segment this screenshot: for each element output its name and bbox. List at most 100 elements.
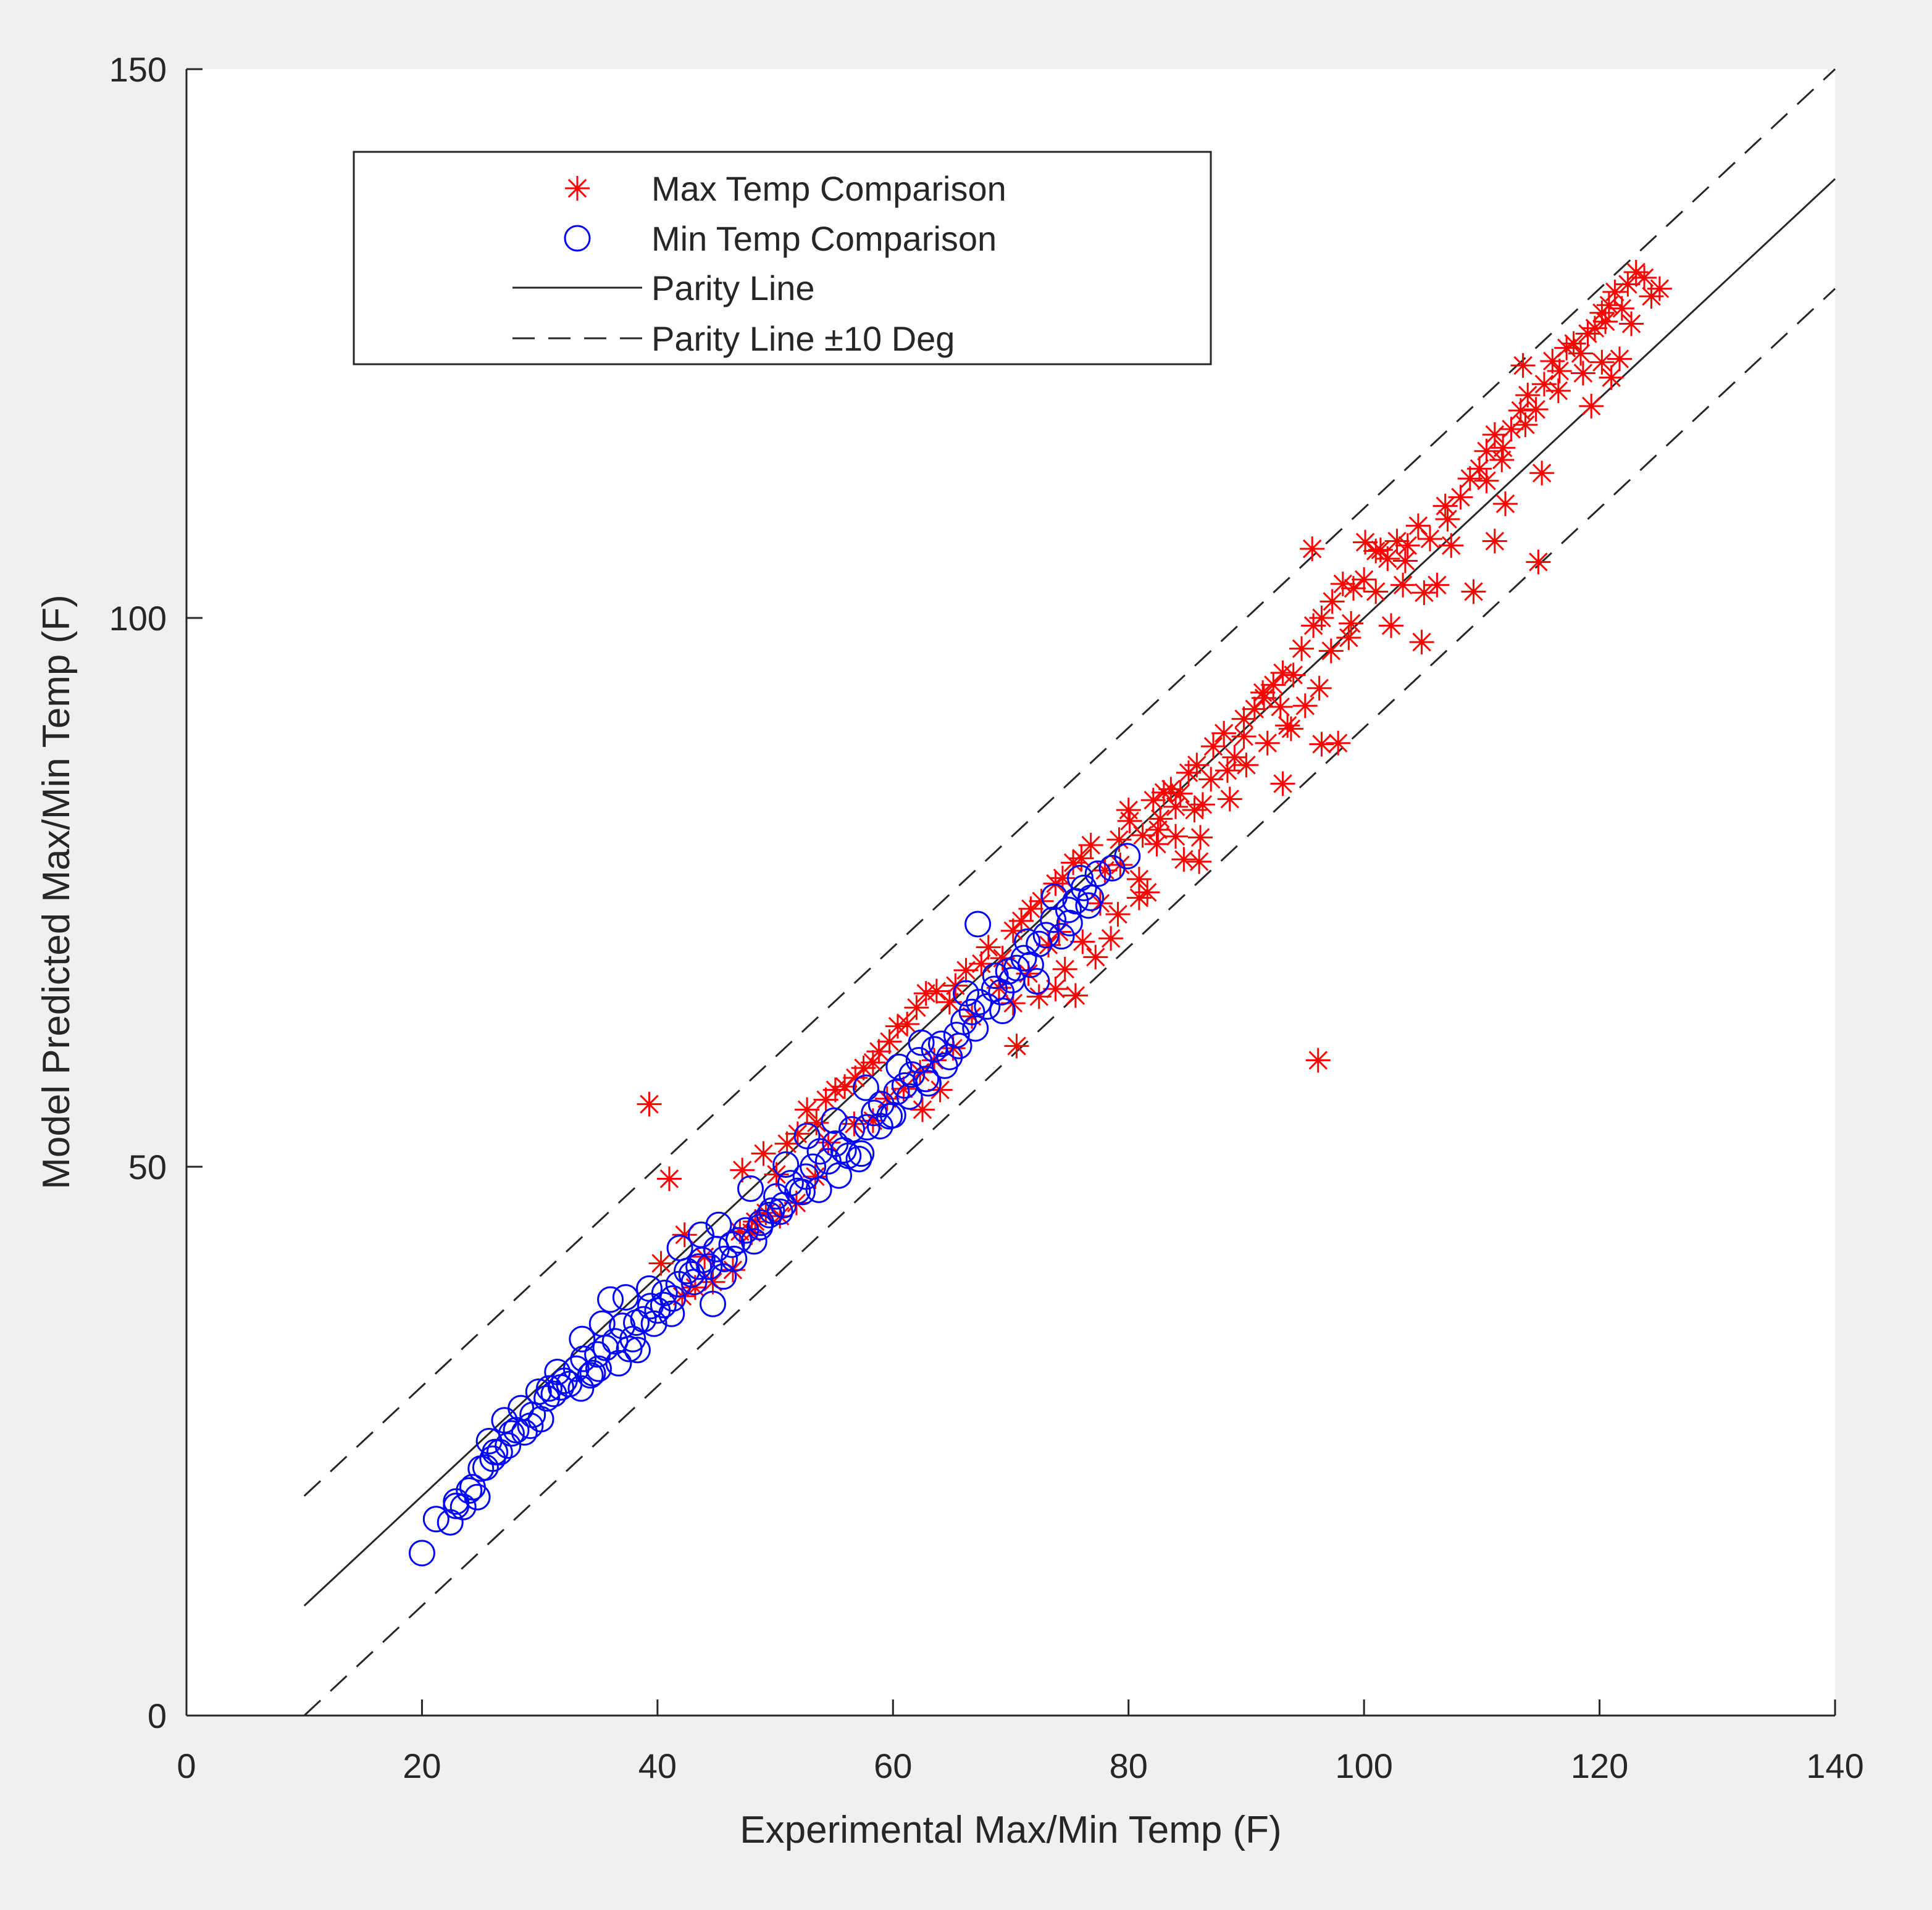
max-temp-point [1242,696,1267,722]
min-temp-point [569,1325,596,1353]
max-temp-point [1163,824,1188,849]
legend-label: Min Temp Comparison [651,219,997,258]
min-temp-point [685,1253,713,1280]
max-temp-point [1499,417,1524,442]
max-temp-point [1575,321,1600,346]
y-ticks: 0 50 100 150 [109,50,203,1735]
legend-label: Parity Line [651,269,815,307]
max-temp-point [1292,693,1318,719]
max-temp-point [1607,346,1632,372]
min-temp-point [696,1253,723,1280]
max-temp-point [751,1141,776,1166]
min-temp-point [931,1052,958,1079]
min-temp-point [640,1310,667,1337]
max-temp-point [1353,530,1378,555]
max-temp-point [1106,827,1132,853]
max-temp-point [1417,526,1442,551]
min-temp-point [495,1432,522,1459]
max-temp-point [1234,753,1259,778]
x-tick-label: 20 [403,1746,441,1785]
legend-box [353,151,1212,365]
min-temp-point [943,1022,970,1049]
min-temp-point [718,1231,745,1258]
min-temp-point [927,1030,955,1057]
min-temp-point [437,1509,464,1536]
min-temp-point [1056,909,1083,936]
min-temp-point [1084,860,1111,887]
legend-label: Parity Line ±10 Deg [651,319,955,358]
min-temp-point [711,1245,738,1272]
max-temp-point [1126,885,1152,911]
max-temp-point [910,1097,935,1122]
max-temp-point [1070,929,1095,954]
min-temp-point [1075,892,1102,919]
max-temp-point [1116,798,1141,823]
min-temp-point [540,1380,567,1407]
legend-asterisk-icon [565,176,590,201]
max-temp-point [1467,456,1492,482]
legend-circle-icon [564,225,591,252]
max-temp-point [969,951,994,977]
axes: 0 20 40 60 80 100 120 140 0 50 100 150 [109,50,1864,1785]
max-temp-point [1363,579,1389,604]
max-temp-point [730,1157,755,1183]
min-temp-point [1032,922,1060,949]
max-temp-point [1474,438,1499,464]
min-temp-point [793,1122,821,1149]
min-temp-point [1098,854,1126,882]
max-temp-point [1593,309,1618,334]
max-temp-point [1278,716,1303,741]
max-temp-point [637,1091,662,1117]
min-temp-point [866,1112,893,1140]
max-temp-point [1395,533,1420,558]
x-tick-label: 140 [1806,1746,1863,1785]
max-temp-point [1300,536,1325,561]
max-temp-point [1510,353,1536,378]
max-temp-point [1052,956,1077,982]
y-tick-label: 150 [109,50,167,89]
max-temp-point [1474,468,1499,493]
max-temp-point [1561,331,1586,356]
min-temp-point [475,1428,503,1454]
max-temp-point [1435,506,1460,532]
min-temp-point [913,1066,940,1093]
min-temp-point [650,1291,677,1319]
max-temp-point [1439,533,1464,558]
max-temp-point [1270,771,1295,796]
max-temp-point [1305,1048,1331,1073]
min-temp-point [772,1151,800,1178]
max-temp-point [764,1162,789,1187]
parity-line [303,178,1836,1607]
max-temp-point [1171,847,1197,872]
min-temp-point [721,1245,748,1272]
min-temp-point [605,1349,632,1377]
max-temp-point [1482,528,1507,554]
min-temp-point [408,1540,435,1567]
max-temp-point [1599,365,1624,390]
min-temp-point [533,1385,561,1412]
min-temp-point [805,1176,832,1203]
min-temp-point [472,1454,499,1481]
min-temp-point [619,1325,646,1353]
max-temp-point [1261,672,1286,698]
min-temp-point [699,1290,726,1317]
max-temp-point [1411,580,1437,606]
min-temp-point [456,1477,483,1504]
min-temp-point [525,1378,552,1405]
max-temp-point [885,1014,910,1039]
max-temp-point [1461,579,1486,604]
max-temp-point [795,1097,820,1122]
max-temp-point [1523,397,1549,422]
min-temp-point [659,1285,687,1312]
max-temp-point [1326,730,1351,756]
min-temp-point [885,1053,913,1080]
min-temp-point [758,1197,785,1224]
min-temp-point [838,1116,866,1143]
min-temp-point [579,1359,606,1387]
max-temp-point [656,1166,682,1191]
min-temp-point [705,1211,732,1238]
max-temp-point [1078,833,1103,858]
max-temp-point [1182,798,1207,823]
min-temp-point [651,1279,678,1306]
max-temp-point [1140,788,1166,813]
